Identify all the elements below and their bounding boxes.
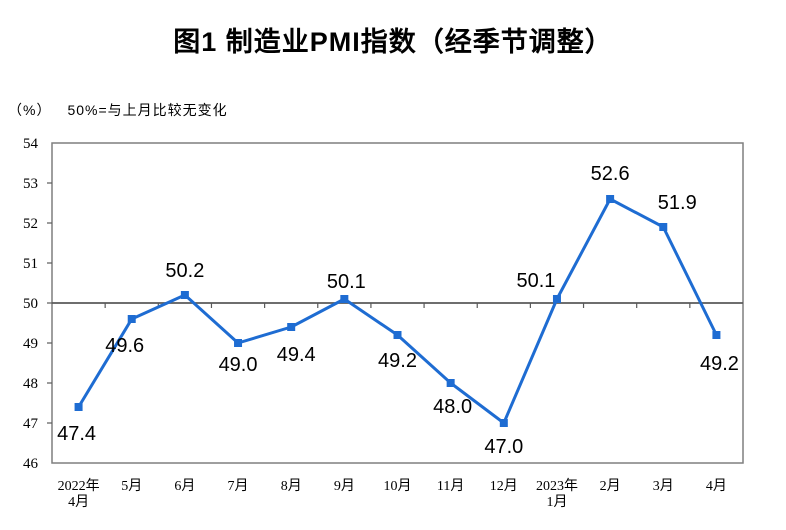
y-tick-label: 53 xyxy=(23,176,38,192)
data-point-label: 51.9 xyxy=(658,192,697,214)
chart-title: 图1 制造业PMI指数（经季节调整） xyxy=(173,27,613,57)
pmi-series-line xyxy=(77,197,718,425)
data-point-marker xyxy=(606,195,615,203)
x-tick-label: 7月 xyxy=(228,478,249,494)
y-tick-label: 50 xyxy=(23,296,38,312)
x-tick-label: 2023年 xyxy=(536,478,578,494)
data-point-label: 50.1 xyxy=(516,270,555,292)
x-tick-label: 8月 xyxy=(281,478,302,494)
data-point-label: 52.6 xyxy=(591,163,630,185)
data-point-marker xyxy=(234,339,243,347)
data-point-label: 50.1 xyxy=(327,271,366,293)
x-tick-label: 4月 xyxy=(68,494,89,510)
y-tick-label: 49 xyxy=(23,336,38,352)
data-point-label: 49.0 xyxy=(219,354,258,376)
x-tick-label: 2022年 xyxy=(58,478,100,494)
data-point-label: 49.2 xyxy=(378,350,417,372)
data-point-marker xyxy=(659,223,668,231)
data-point-label: 49.4 xyxy=(277,344,316,366)
data-point-marker xyxy=(499,419,508,427)
data-point-marker xyxy=(712,331,721,339)
x-tick-label: 11月 xyxy=(437,478,464,494)
data-point-marker xyxy=(127,315,136,323)
x-tick-label: 3月 xyxy=(653,478,674,494)
y-tick-label: 54 xyxy=(23,136,39,152)
data-point-label: 47.0 xyxy=(484,436,523,458)
data-point-label: 50.2 xyxy=(165,260,204,282)
y-tick-label: 48 xyxy=(23,376,38,392)
data-point-marker xyxy=(180,291,189,299)
x-tick-label: 12月 xyxy=(490,478,518,494)
data-point-marker xyxy=(446,379,455,387)
y-tick-label: 51 xyxy=(23,256,38,272)
axis-note-row: （%） 50%=与上月比较无变化 xyxy=(8,102,228,118)
x-tick-label: 9月 xyxy=(334,478,355,494)
data-point-marker xyxy=(340,295,349,303)
reference-line-note: 50%=与上月比较无变化 xyxy=(67,102,228,118)
data-point-marker xyxy=(287,323,296,331)
data-point-marker xyxy=(552,295,561,303)
data-point-label: 49.2 xyxy=(700,353,739,375)
x-tick-label: 2月 xyxy=(600,478,621,494)
x-tick-label: 4月 xyxy=(706,478,727,494)
data-point-label: 48.0 xyxy=(433,396,472,418)
data-point-label: 49.6 xyxy=(105,335,144,357)
x-tick-label: 5月 xyxy=(121,478,142,494)
x-tick-label: 1月 xyxy=(546,494,567,510)
data-point-marker xyxy=(393,331,402,339)
y-tick-label: 47 xyxy=(23,416,39,432)
y-tick-label: 52 xyxy=(23,216,38,232)
data-point-marker xyxy=(74,403,83,411)
x-tick-label: 10月 xyxy=(384,478,412,494)
x-tick-label: 6月 xyxy=(174,478,195,494)
y-axis-unit-label: （%） xyxy=(8,102,52,118)
y-tick-label: 46 xyxy=(23,456,39,472)
data-point-label: 47.4 xyxy=(57,423,96,445)
